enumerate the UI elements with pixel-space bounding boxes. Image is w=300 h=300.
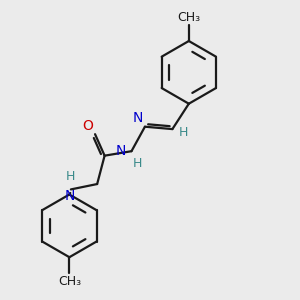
Text: N: N [133, 111, 143, 125]
Text: N: N [65, 189, 76, 203]
Text: CH₃: CH₃ [177, 11, 200, 24]
Text: H: H [179, 126, 188, 139]
Text: CH₃: CH₃ [58, 274, 81, 287]
Text: H: H [66, 170, 75, 183]
Text: H: H [133, 157, 142, 169]
Text: N: N [116, 144, 126, 158]
Text: O: O [82, 119, 93, 133]
